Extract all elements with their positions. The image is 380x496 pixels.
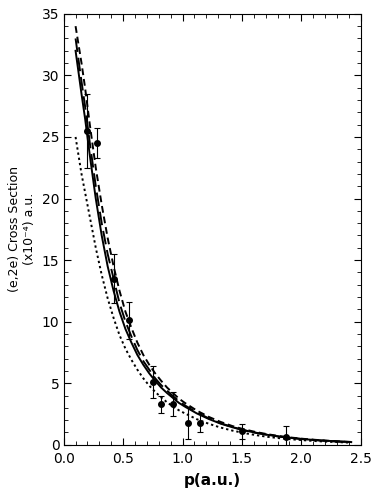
Y-axis label: (e,2e) Cross Section
(x10⁻⁴) a.u.: (e,2e) Cross Section (x10⁻⁴) a.u. [8, 166, 36, 292]
X-axis label: p(a.u.): p(a.u.) [184, 473, 241, 488]
